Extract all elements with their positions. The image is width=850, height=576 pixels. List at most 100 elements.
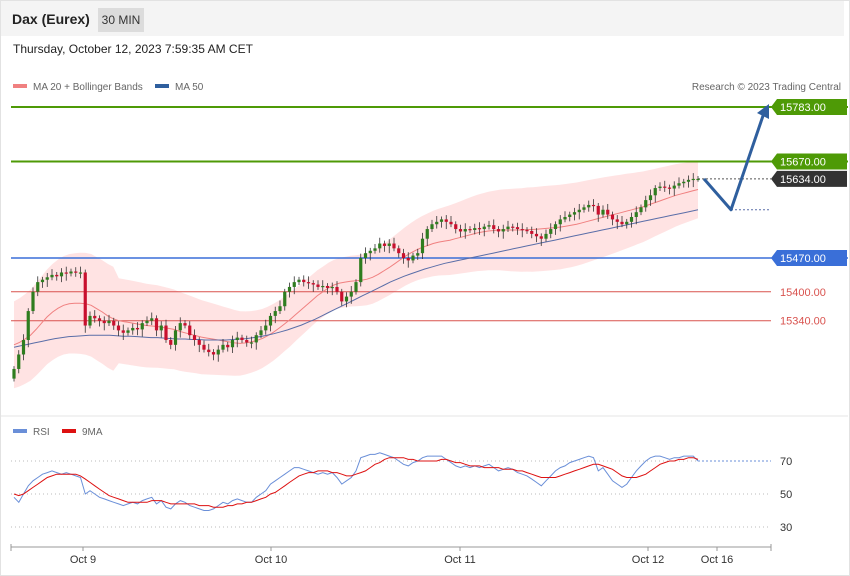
candle-body-17 xyxy=(93,315,97,319)
projection-arrow-path xyxy=(702,106,768,212)
candle-body-113 xyxy=(549,229,553,234)
candle-body-80 xyxy=(392,243,396,249)
candle-body-63 xyxy=(311,283,315,285)
candle-body-102 xyxy=(496,229,501,232)
x-tick-label-0: Oct 9 xyxy=(70,554,96,566)
candle-body-126 xyxy=(610,214,615,220)
projection-arrow-head xyxy=(757,104,769,119)
candle-body-28 xyxy=(145,320,149,324)
candle-body-45 xyxy=(226,344,230,348)
candle-body-132 xyxy=(639,207,643,213)
candle-body-86 xyxy=(420,238,425,254)
candle-body-6 xyxy=(40,279,45,283)
candle-body-52 xyxy=(259,330,263,336)
level-label-15340.00: 15340.00 xyxy=(780,316,826,328)
candle-body-89 xyxy=(435,221,439,225)
candle-body-19 xyxy=(102,320,106,324)
candle-body-27 xyxy=(140,323,144,330)
candle-body-23 xyxy=(121,330,125,333)
candle-body-40 xyxy=(202,344,206,350)
level-tag-15470.00 xyxy=(771,250,847,266)
candle-body-22 xyxy=(116,325,121,331)
candle-body-5 xyxy=(36,282,40,292)
rsi-legend-label: RSI xyxy=(33,427,50,438)
candle-body-82 xyxy=(401,253,406,258)
candle-body-12 xyxy=(69,271,73,274)
candle-body-87 xyxy=(425,229,429,239)
candle-body-136 xyxy=(658,186,662,189)
candle-body-20 xyxy=(107,320,111,324)
candle-body-110 xyxy=(534,233,539,237)
candle-body-135 xyxy=(653,188,657,196)
candle-body-125 xyxy=(606,209,610,215)
chart-datetime: Thursday, October 12, 2023 7:59:35 AM CE… xyxy=(13,42,253,56)
candle-body-34 xyxy=(173,330,178,345)
candle-body-47 xyxy=(235,337,239,341)
candle-body-88 xyxy=(430,224,434,230)
rsi-layer: 70 50 30 xyxy=(11,452,792,534)
rsi-tick-70: 70 xyxy=(780,456,792,468)
copyright-text: Research © 2023 Trading Central xyxy=(692,82,841,93)
candle-body-92 xyxy=(449,221,453,225)
candle-body-54 xyxy=(268,315,273,326)
candle-body-84 xyxy=(411,255,415,261)
candle-body-94 xyxy=(458,229,463,232)
candle-body-131 xyxy=(634,212,638,217)
candle-body-91 xyxy=(444,219,448,222)
candle-body-70 xyxy=(344,296,349,302)
candle-body-101 xyxy=(492,225,496,230)
candle-body-127 xyxy=(615,219,619,222)
candle-body-53 xyxy=(264,325,268,331)
rsi-line xyxy=(13,452,699,511)
rsi-ma9-line xyxy=(13,457,699,508)
candle-body-72 xyxy=(354,282,358,292)
level-tag-15783.00 xyxy=(771,99,847,115)
candle-body-37 xyxy=(188,325,192,336)
candle-body-41 xyxy=(207,349,211,353)
candle-body-15 xyxy=(83,272,87,326)
candle-body-69 xyxy=(340,291,344,302)
candle-body-38 xyxy=(192,335,197,341)
candle-body-3 xyxy=(26,311,30,341)
candle-body-68 xyxy=(335,286,339,292)
x-axis-ticks: Oct 9 Oct 10 Oct 11 Oct 12 Oct 16 xyxy=(70,547,733,566)
candle-body-57 xyxy=(283,291,287,307)
candle-body-36 xyxy=(183,323,187,326)
candle-body-99 xyxy=(482,226,486,230)
candle-body-105 xyxy=(511,226,515,228)
candle-body-9 xyxy=(55,274,59,277)
x-tick-label-1: Oct 10 xyxy=(255,554,287,566)
candle-body-108 xyxy=(525,230,529,232)
candle-body-66 xyxy=(325,285,330,288)
candle-body-10 xyxy=(59,272,64,277)
candle-body-51 xyxy=(254,335,258,343)
level-label-15634.00: 15634.00 xyxy=(780,174,826,186)
candle-body-24 xyxy=(126,330,130,333)
candle-body-46 xyxy=(230,340,235,348)
candle-body-16 xyxy=(88,315,92,326)
candle-body-35 xyxy=(178,323,182,331)
candle-body-61 xyxy=(302,279,306,283)
candle-body-62 xyxy=(306,282,311,284)
level-tag-15634.00 xyxy=(771,170,847,187)
timeframe-badge[interactable]: 30 MIN xyxy=(98,8,144,32)
candle-body-144 xyxy=(696,178,700,181)
candle-body-55 xyxy=(273,311,277,316)
candle-body-83 xyxy=(406,258,410,261)
chart-header: Dax (Eurex) 30 MIN xyxy=(1,1,844,36)
candle-body-50 xyxy=(249,342,254,344)
candle-body-59 xyxy=(292,282,296,287)
candle-body-33 xyxy=(169,340,173,345)
level-label-15400.00: 15400.00 xyxy=(780,287,826,299)
candle-body-71 xyxy=(349,291,353,297)
candle-body-117 xyxy=(568,214,572,217)
candle-body-73 xyxy=(359,258,363,283)
candle-body-67 xyxy=(330,286,334,289)
candle-body-85 xyxy=(416,253,420,256)
candle-body-120 xyxy=(582,207,586,210)
candle-body-77 xyxy=(378,243,382,249)
candle-body-90 xyxy=(439,219,444,222)
candle-body-43 xyxy=(216,349,220,355)
candle-body-44 xyxy=(221,344,225,350)
